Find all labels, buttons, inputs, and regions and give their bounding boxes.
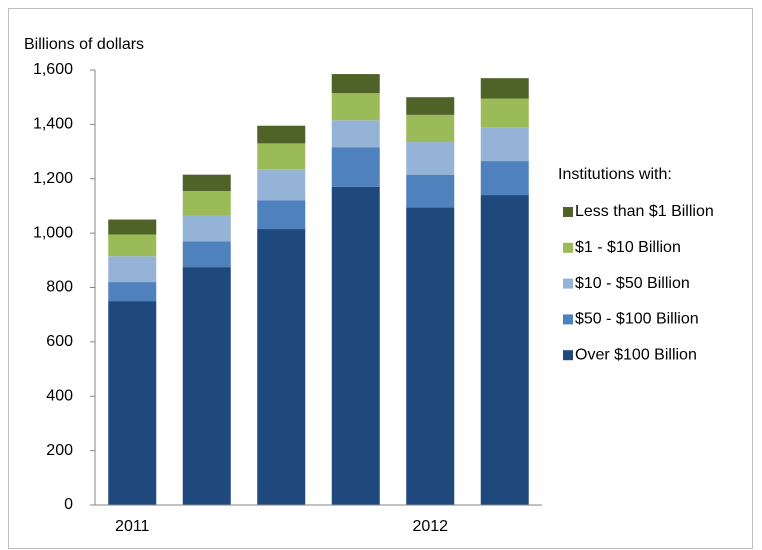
- y-tick-label: 200: [46, 442, 73, 459]
- y-axis-label: Billions of dollars: [24, 36, 144, 53]
- bar-segment: [331, 186, 380, 505]
- y-tick-label: 600: [46, 333, 73, 350]
- frame: [8, 8, 753, 549]
- bar-segment: [406, 207, 455, 505]
- legend-swatch: [563, 242, 573, 253]
- bar-segment: [406, 142, 455, 175]
- bar-segment: [406, 97, 455, 115]
- y-tick-label: 1,000: [33, 224, 73, 241]
- bar-segment: [331, 147, 380, 187]
- y-tick-label: 400: [46, 387, 73, 404]
- bar-segment: [480, 127, 529, 162]
- bar-segment: [182, 241, 231, 268]
- bar-segment: [257, 229, 306, 505]
- bar-segment: [182, 190, 231, 216]
- bar-segment: [108, 282, 157, 302]
- bar-segment: [406, 174, 455, 208]
- y-tick-label: 800: [46, 279, 73, 296]
- bar-segment: [480, 78, 529, 99]
- legend-label: Over $100 Billion: [575, 346, 697, 363]
- y-tick-label: 0: [64, 496, 73, 513]
- bar-segment: [480, 161, 529, 196]
- bar-segment: [182, 174, 231, 191]
- bar-segment: [257, 143, 306, 170]
- bar-segment: [331, 93, 380, 121]
- bar-segment: [331, 120, 380, 148]
- legend-label: Less than $1 Billion: [575, 203, 714, 220]
- legend-label: $10 - $50 Billion: [575, 275, 690, 292]
- bar-segment: [480, 195, 529, 505]
- x-tick-label: 2012: [412, 518, 448, 535]
- bar-segment: [331, 74, 380, 94]
- bar-segment: [108, 234, 157, 257]
- bar-segment: [257, 169, 306, 201]
- legend-swatch: [563, 207, 573, 217]
- bar-segment: [108, 256, 157, 283]
- bar-segment: [257, 200, 306, 230]
- bar-segment: [480, 98, 529, 128]
- legend-swatch: [563, 350, 573, 361]
- legend-label: $1 - $10 Billion: [575, 239, 681, 256]
- y-tick-label: 1,400: [33, 116, 73, 133]
- bar-segment: [182, 267, 231, 505]
- legend-swatch: [563, 278, 573, 289]
- bar-segment: [406, 114, 455, 143]
- y-tick-label: 1,200: [33, 170, 73, 187]
- legend-swatch: [563, 314, 573, 325]
- bar-segment: [108, 301, 157, 505]
- x-tick-label: 2011: [115, 518, 150, 535]
- legend-label: $50 - $100 Billion: [575, 311, 699, 328]
- y-tick-label: 1,600: [33, 61, 73, 78]
- bar-segment: [108, 219, 157, 235]
- legend-title: Institutions with:: [558, 166, 672, 183]
- bar-segment: [182, 215, 231, 242]
- bar-segment: [257, 125, 306, 144]
